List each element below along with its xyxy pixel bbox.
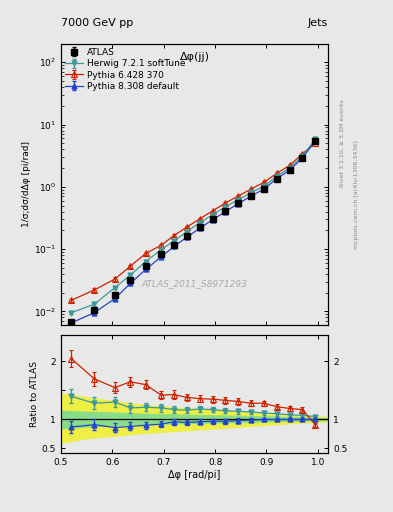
- Text: mcplots.cern.ch [arXiv:1306.3436]: mcplots.cern.ch [arXiv:1306.3436]: [354, 140, 358, 249]
- Y-axis label: 1/σ;dσ/dΔφ [pi/rad]: 1/σ;dσ/dΔφ [pi/rad]: [22, 141, 31, 227]
- Text: Rivet 3.1.10, ≥ 3.2M events: Rivet 3.1.10, ≥ 3.2M events: [340, 99, 345, 187]
- Text: Jets: Jets: [308, 17, 328, 28]
- Text: Δφ(jj): Δφ(jj): [180, 52, 209, 62]
- Text: ATLAS_2011_S8971293: ATLAS_2011_S8971293: [141, 280, 248, 289]
- X-axis label: Δφ [rad/pi]: Δφ [rad/pi]: [168, 470, 221, 480]
- Y-axis label: Ratio to ATLAS: Ratio to ATLAS: [30, 361, 39, 427]
- Legend: ATLAS, Herwig 7.2.1 softTune, Pythia 6.428 370, Pythia 8.308 default: ATLAS, Herwig 7.2.1 softTune, Pythia 6.4…: [64, 46, 187, 93]
- Text: 7000 GeV pp: 7000 GeV pp: [61, 17, 133, 28]
